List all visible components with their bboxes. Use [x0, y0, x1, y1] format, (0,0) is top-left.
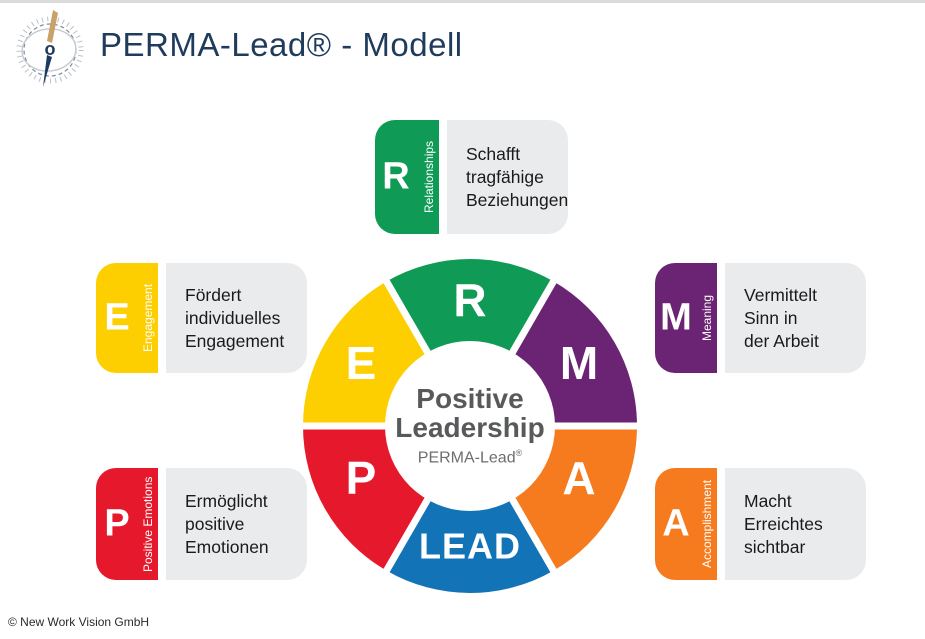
- callout-description: Schafft tragfähige Beziehungen: [447, 120, 569, 234]
- segment-m-label: M: [560, 337, 598, 389]
- callout-accomplishment: A Accomplishment Macht Erreichtes sichtb…: [655, 468, 866, 580]
- center-brand: PERMA-Lead®: [417, 448, 523, 467]
- callout-letter: P: [104, 502, 130, 545]
- window-top-border: [0, 0, 925, 3]
- callout-description: Macht Erreichtes sichtbar: [725, 468, 866, 580]
- callout-vertical-label: Meaning: [700, 294, 714, 342]
- donut-center-hole: [385, 341, 555, 511]
- callout-divider: [158, 263, 166, 373]
- callout-letter: A: [662, 502, 690, 545]
- compass-needle-north: [47, 10, 58, 43]
- callout-letter: M: [660, 296, 692, 339]
- callout-vertical-label: Engagement: [141, 283, 155, 353]
- perma-lead-donut: R M A LEAD P E: [301, 259, 639, 593]
- compass-needle-south: [43, 55, 52, 87]
- callout-meaning-letter-block: M Meaning: [655, 263, 717, 373]
- callout-divider: [717, 468, 725, 580]
- page-title: PERMA-Lead® - Modell: [100, 26, 463, 63]
- callout-positive-emotions-letter-block: P Positive Emotions: [96, 468, 158, 580]
- callout-accomplishment-letter-block: A Accomplishment: [655, 468, 717, 580]
- callout-vertical-label: Accomplishment: [700, 479, 714, 569]
- callout-divider: [717, 263, 725, 373]
- center-title-line1: Positive: [416, 383, 524, 414]
- copyright-text: © New Work Vision GmbH: [8, 615, 150, 629]
- callout-engagement: E Engagement Fördert individuelles Engag…: [96, 263, 307, 373]
- callout-engagement-letter-block: E Engagement: [96, 263, 158, 373]
- segment-p-label: P: [346, 452, 377, 504]
- callout-relationships: R Relationships Schafft tragfähige Bezie…: [375, 120, 569, 234]
- compass-o-glyph: o: [45, 39, 56, 59]
- callout-vertical-label: Relationships: [422, 140, 436, 214]
- callout-relationships-letter-block: R Relationships: [375, 120, 439, 234]
- callout-meaning: M Meaning Vermittelt Sinn in der Arbeit: [655, 263, 866, 373]
- center-title-line2: Leadership: [395, 412, 545, 443]
- segment-r-label: R: [453, 274, 486, 326]
- callout-vertical-label: Positive Emotions: [141, 476, 155, 572]
- callout-divider: [439, 120, 447, 234]
- segment-e-label: E: [346, 337, 377, 389]
- donut-center-text: Positive Leadership PERMA-Lead®: [378, 384, 562, 467]
- callout-letter: R: [382, 155, 410, 198]
- callout-positive-emotions: P Positive Emotions Ermöglicht positive …: [96, 468, 307, 580]
- callout-letter: E: [104, 296, 130, 339]
- callout-description: Vermittelt Sinn in der Arbeit: [725, 263, 866, 373]
- callout-description: Ermöglicht positive Emotionen: [166, 468, 307, 580]
- segment-lead-label: LEAD: [419, 526, 521, 567]
- callout-divider: [158, 468, 166, 580]
- callout-description: Fördert individuelles Engagement: [166, 263, 307, 373]
- segment-a-label: A: [562, 452, 595, 504]
- compass-icon: o: [16, 10, 84, 87]
